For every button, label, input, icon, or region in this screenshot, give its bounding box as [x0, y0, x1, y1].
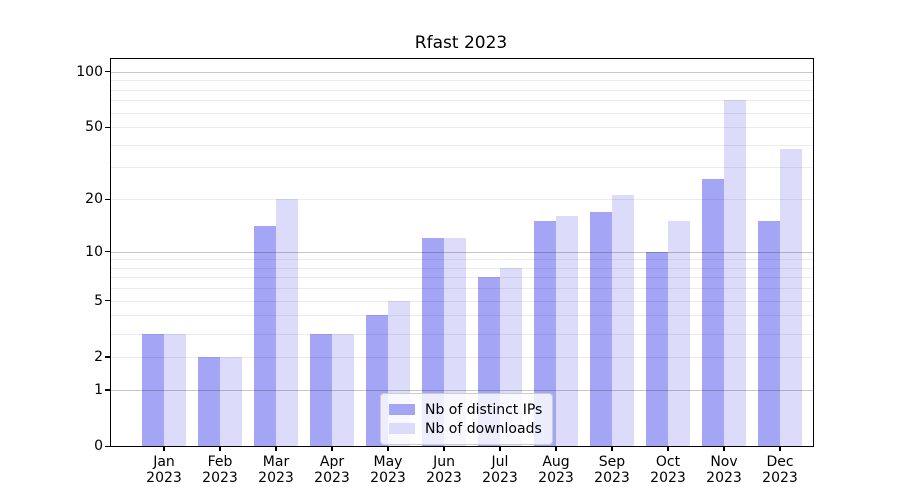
gridline-90: [111, 80, 813, 82]
y-tick-label-0: 0: [94, 438, 103, 454]
y-tick-mark-0: [105, 445, 110, 447]
bar-ips-apr: [310, 333, 332, 446]
bar-downloads-oct: [668, 221, 690, 446]
y-tick-mark-10: [105, 251, 110, 253]
x-tick-label-jan: Jan 2023: [146, 454, 182, 486]
x-tick-label-sep: Sep 2023: [594, 454, 630, 486]
x-tick-label-aug: Aug 2023: [538, 454, 574, 486]
legend-label-ips: Nb of distinct IPs: [425, 401, 543, 418]
legend-item-ips: Nb of distinct IPs: [389, 400, 542, 419]
gridline-4: [111, 315, 813, 317]
gridline-9: [111, 259, 813, 261]
gridline-3: [111, 333, 813, 335]
gridline-2: [111, 356, 813, 358]
y-tick-label-20: 20: [85, 191, 103, 208]
y-tick-label-10: 10: [85, 243, 103, 260]
gridline-5: [111, 300, 813, 302]
x-tick-label-feb: Feb 2023: [202, 454, 238, 486]
bar-ips-oct: [646, 251, 668, 446]
gridline-80: [111, 89, 813, 91]
x-tick-label-apr: Apr 2023: [314, 454, 350, 486]
bar-downloads-mar: [276, 199, 298, 446]
bar-downloads-sep: [612, 195, 634, 446]
legend-swatch-downloads: [389, 423, 415, 434]
x-tick-mark-dec: [779, 446, 781, 451]
y-tick-mark-2: [105, 356, 110, 358]
x-tick-mark-sep: [611, 446, 613, 451]
gridline-8: [111, 267, 813, 269]
x-tick-label-may: May 2023: [370, 454, 406, 486]
legend-swatch-ips: [389, 404, 415, 415]
x-tick-label-dec: Dec 2023: [762, 454, 798, 486]
gridline-100: [111, 71, 813, 73]
plot-area: 0 1 2 5 10 20 50 100 Jan 2023 Feb 2023 Mar 2023 Apr 202…: [76, 58, 814, 486]
y-tick-mark-50: [105, 126, 110, 128]
y-tick-label-2: 2: [94, 348, 103, 365]
x-tick-label-jul: Jul 2023: [482, 454, 518, 486]
bar-ips-sep: [590, 211, 612, 446]
bar-downloads-jan: [164, 333, 186, 446]
gridline-40: [111, 144, 813, 146]
x-tick-mark-feb: [219, 446, 221, 451]
y-tick-mark-1: [105, 389, 110, 391]
gridline-60: [111, 112, 813, 114]
bar-ips-feb: [198, 356, 220, 446]
x-tick-mark-jan: [163, 446, 165, 451]
bar-downloads-apr: [332, 333, 354, 446]
gridline-30: [111, 167, 813, 169]
bar-downloads-aug: [556, 216, 578, 446]
y-tick-mark-100: [105, 71, 110, 73]
gridline-20: [111, 199, 813, 201]
gridline-6: [111, 288, 813, 290]
x-tick-label-nov: Nov 2023: [706, 454, 742, 486]
x-tick-label-mar: Mar 2023: [258, 454, 294, 486]
gridline-7: [111, 277, 813, 279]
bar-ips-jan: [142, 333, 164, 446]
gridline-1: [111, 389, 813, 391]
x-tick-mark-oct: [667, 446, 669, 451]
x-tick-mark-jun: [443, 446, 445, 451]
x-tick-mark-jul: [499, 446, 501, 451]
y-tick-mark-20: [105, 198, 110, 200]
x-tick-mark-aug: [555, 446, 557, 451]
bar-ips-nov: [702, 178, 724, 446]
gridline-70: [111, 100, 813, 102]
x-tick-label-jun: Jun 2023: [426, 454, 462, 486]
y-tick-label-50: 50: [85, 119, 103, 136]
y-tick-label-5: 5: [94, 292, 103, 309]
chart-title: Rfast 2023: [414, 33, 508, 53]
bar-ips-mar: [254, 226, 276, 446]
gridline-10: [111, 251, 813, 253]
bar-downloads-nov: [724, 100, 746, 446]
bar-ips-dec: [758, 221, 780, 446]
bar-downloads-feb: [220, 356, 242, 446]
legend-label-downloads: Nb of downloads: [425, 420, 542, 437]
x-tick-mark-nov: [723, 446, 725, 451]
legend-item-downloads: Nb of downloads: [389, 419, 542, 438]
bar-downloads-dec: [780, 148, 802, 446]
y-tick-mark-5: [105, 300, 110, 302]
x-tick-label-oct: Oct 2023: [650, 454, 686, 486]
y-tick-label-100: 100: [76, 63, 103, 80]
y-tick-label-1: 1: [94, 381, 103, 398]
legend: Nb of distinct IPs Nb of downloads: [380, 393, 554, 445]
bar-ips-aug: [534, 221, 556, 446]
x-tick-mark-may: [387, 446, 389, 451]
x-tick-mark-mar: [275, 446, 277, 451]
x-tick-mark-apr: [331, 446, 333, 451]
gridline-50: [111, 127, 813, 129]
